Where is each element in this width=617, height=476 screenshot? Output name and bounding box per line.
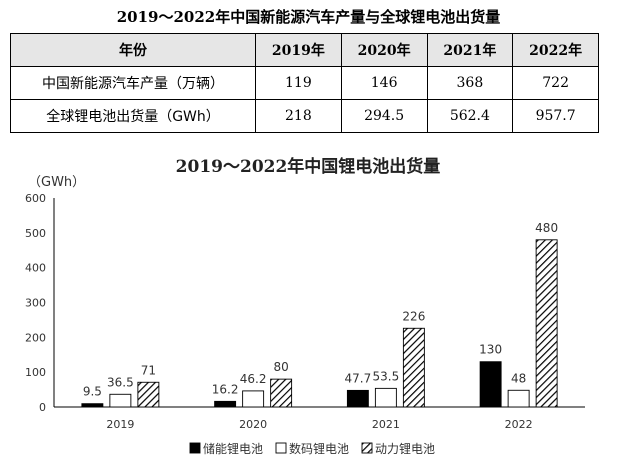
table-header-cell: 2021年 — [426, 33, 514, 67]
table-cell: 294.5 — [340, 99, 428, 133]
table-row-label: 全球锂电池出货量（GWh） — [10, 99, 256, 133]
y-tick-label: 100 — [25, 366, 46, 379]
legend-swatch — [189, 442, 201, 454]
table-row: 中国新能源汽车产量（万辆） 119 146 368 722 — [10, 66, 599, 100]
bar — [137, 381, 160, 408]
y-axis-label: （GWh） — [28, 175, 85, 190]
bar — [402, 327, 425, 408]
table-row-label: 中国新能源汽车产量（万辆） — [10, 66, 256, 100]
y-tick-label: 200 — [25, 331, 46, 344]
bar — [214, 400, 237, 408]
table-cell: 957.7 — [512, 99, 599, 133]
data-label: 9.5 — [83, 385, 102, 399]
y-tick-label: 300 — [25, 297, 46, 310]
table-header-cell: 2022年 — [512, 33, 599, 67]
data-label: 480 — [535, 221, 558, 235]
table-header-row: 年份 2019年 2020年 2021年 2022年 — [10, 33, 599, 67]
bar — [81, 403, 104, 408]
bar — [242, 390, 265, 408]
table-row: 全球锂电池出货量（GWh） 218 294.5 562.4 957.7 — [10, 99, 599, 133]
data-label: 46.2 — [240, 372, 267, 386]
data-label: 71 — [141, 363, 156, 377]
table-title: 2019～2022年中国新能源汽车产量与全球锂电池出货量 — [116, 8, 501, 26]
table-cell: 218 — [255, 99, 342, 133]
table-cell: 146 — [340, 66, 428, 100]
y-tick-label: 0 — [39, 401, 46, 414]
bar — [507, 389, 530, 408]
table-cell: 562.4 — [426, 99, 514, 133]
x-tick-label: 2022 — [505, 418, 533, 431]
legend-label: 储能锂电池 — [203, 441, 263, 456]
lithium-battery-bar-chart: 2019～2022年中国锂电池出货量 （GWh） 0 100 200 300 400 50… — [25, 156, 585, 456]
chart-title: 2019～2022年中国锂电池出货量 — [176, 156, 441, 177]
data-label: 80 — [273, 360, 288, 374]
y-tick-label: 500 — [25, 227, 46, 240]
table-header-cell: 2020年 — [340, 33, 428, 67]
data-label: 36.5 — [107, 375, 134, 389]
y-tick-label: 400 — [25, 262, 46, 275]
bar — [374, 387, 397, 408]
data-label: 130 — [479, 343, 502, 357]
legend-swatch — [361, 442, 373, 454]
bar — [109, 393, 132, 408]
bar — [479, 361, 502, 408]
table-cell: 368 — [426, 66, 514, 100]
x-tick-label: 2020 — [239, 418, 267, 431]
data-label: 16.2 — [212, 382, 239, 396]
table-cell: 722 — [512, 66, 599, 100]
table-header-cell: 2019年 — [255, 33, 342, 67]
legend-label: 数码锂电池 — [289, 441, 349, 456]
bar — [346, 389, 369, 408]
data-label: 48 — [511, 371, 526, 385]
table-cell: 119 — [255, 66, 342, 100]
data-table: 年份 2019年 2020年 2021年 2022年 中国新能源汽车产量（万辆）… — [10, 33, 599, 133]
y-tick-label: 600 — [25, 192, 46, 205]
bar — [270, 378, 293, 408]
legend-label: 动力锂电池 — [375, 441, 435, 456]
x-tick-label: 2019 — [106, 418, 134, 431]
data-label: 226 — [402, 309, 425, 323]
data-label: 53.5 — [373, 369, 400, 383]
data-label: 47.7 — [345, 371, 372, 385]
bar — [535, 239, 558, 408]
table-header-cell: 年份 — [10, 33, 256, 67]
legend-swatch — [275, 442, 287, 454]
x-tick-label: 2021 — [372, 418, 400, 431]
